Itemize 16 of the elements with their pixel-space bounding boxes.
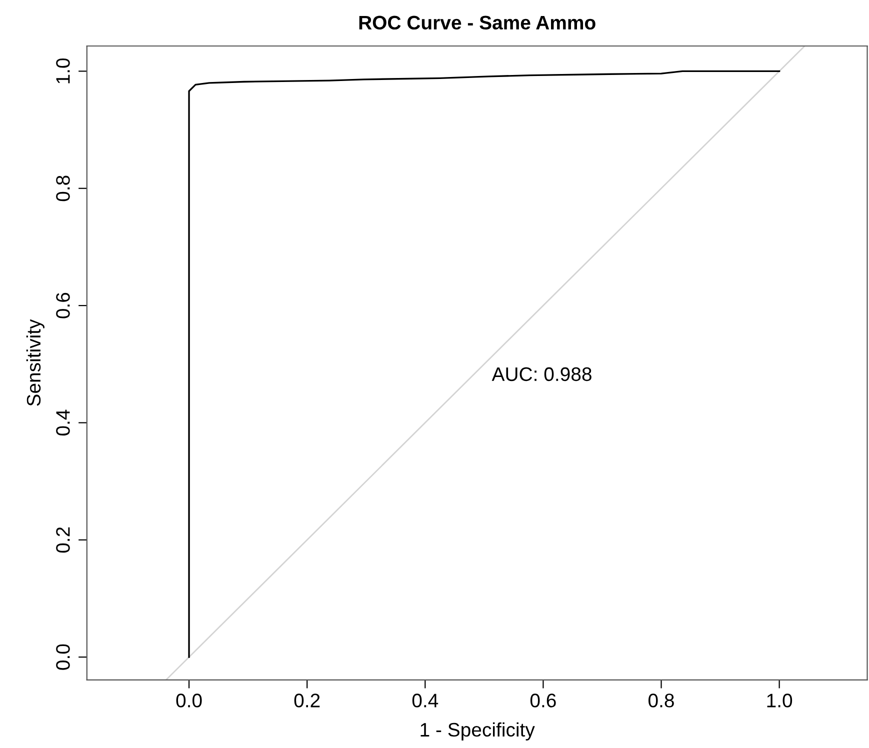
annotation: AUC: 0.988: [492, 367, 592, 382]
y-tick-label: 0.8: [56, 176, 70, 202]
x-tick-label: 0.8: [648, 694, 674, 708]
x-axis-title: 1 - Specificity: [420, 722, 535, 740]
x-tick-label: 0.4: [412, 694, 438, 708]
x-tick-label: 0.6: [530, 694, 556, 708]
x-tick-label: 0.0: [176, 694, 202, 708]
chart-title: ROC Curve - Same Ammo: [359, 16, 596, 30]
y-tick-label: 0.0: [56, 644, 70, 670]
x-tick-label: 1.0: [767, 694, 792, 708]
y-tick-label: 0.4: [56, 410, 70, 436]
y-tick-label: 0.2: [56, 527, 70, 553]
y-tick-label: 1.0: [56, 58, 70, 84]
x-tick-label: 0.2: [294, 694, 320, 708]
y-axis-title: Sensitivity: [26, 319, 44, 406]
y-tick-label: 0.6: [56, 292, 70, 318]
